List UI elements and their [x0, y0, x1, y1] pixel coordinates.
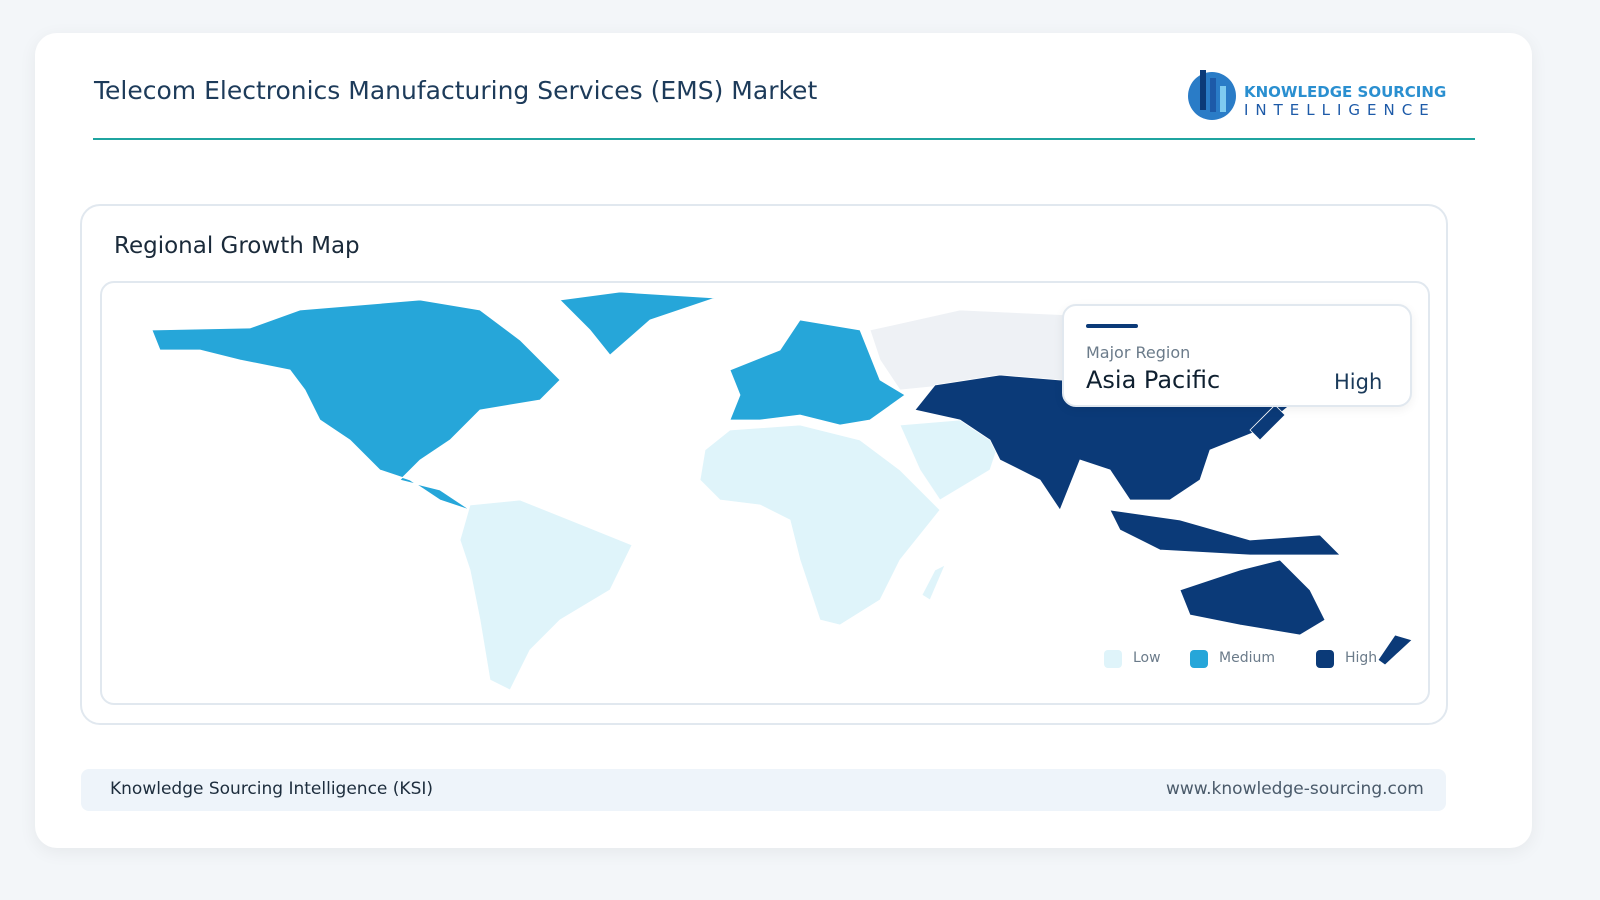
legend-swatch — [1190, 650, 1208, 668]
map-panel — [80, 204, 1448, 725]
region — [151, 299, 561, 511]
logo-text: INTELLIGENCE — [1244, 101, 1436, 119]
region — [729, 319, 906, 426]
footer-left: Knowledge Sourcing Intelligence (KSI) — [110, 779, 434, 799]
tooltip-region: Asia Pacific — [1086, 366, 1221, 394]
logo-bar — [1220, 86, 1226, 112]
region — [559, 291, 716, 356]
logo-bar — [1200, 70, 1206, 110]
legend-label: Medium — [1219, 650, 1275, 666]
tooltip-label: Major Region — [1086, 343, 1191, 362]
panel-title: Regional Growth Map — [114, 233, 360, 259]
footer-right: www.knowledge-sourcing.com — [1166, 779, 1424, 799]
region — [1179, 559, 1326, 636]
region — [699, 424, 941, 626]
title-rule — [93, 138, 1475, 140]
legend-swatch — [1104, 650, 1122, 668]
tooltip-accent — [1086, 324, 1138, 328]
legend-label: Low — [1133, 650, 1161, 666]
region — [1109, 509, 1341, 556]
logo-text: KNOWLEDGE SOURCING — [1244, 83, 1447, 101]
tooltip-level: High — [1334, 370, 1383, 394]
region — [459, 499, 633, 691]
logo-bar — [1210, 78, 1216, 112]
page-title: Telecom Electronics Manufacturing Servic… — [94, 76, 818, 105]
map-frame — [100, 281, 1430, 705]
region — [1249, 404, 1286, 441]
region — [921, 564, 946, 601]
legend-swatch — [1316, 650, 1334, 668]
legend-label: High — [1345, 650, 1378, 666]
region — [1377, 634, 1413, 666]
tooltip — [1062, 304, 1412, 407]
footer — [81, 769, 1446, 811]
